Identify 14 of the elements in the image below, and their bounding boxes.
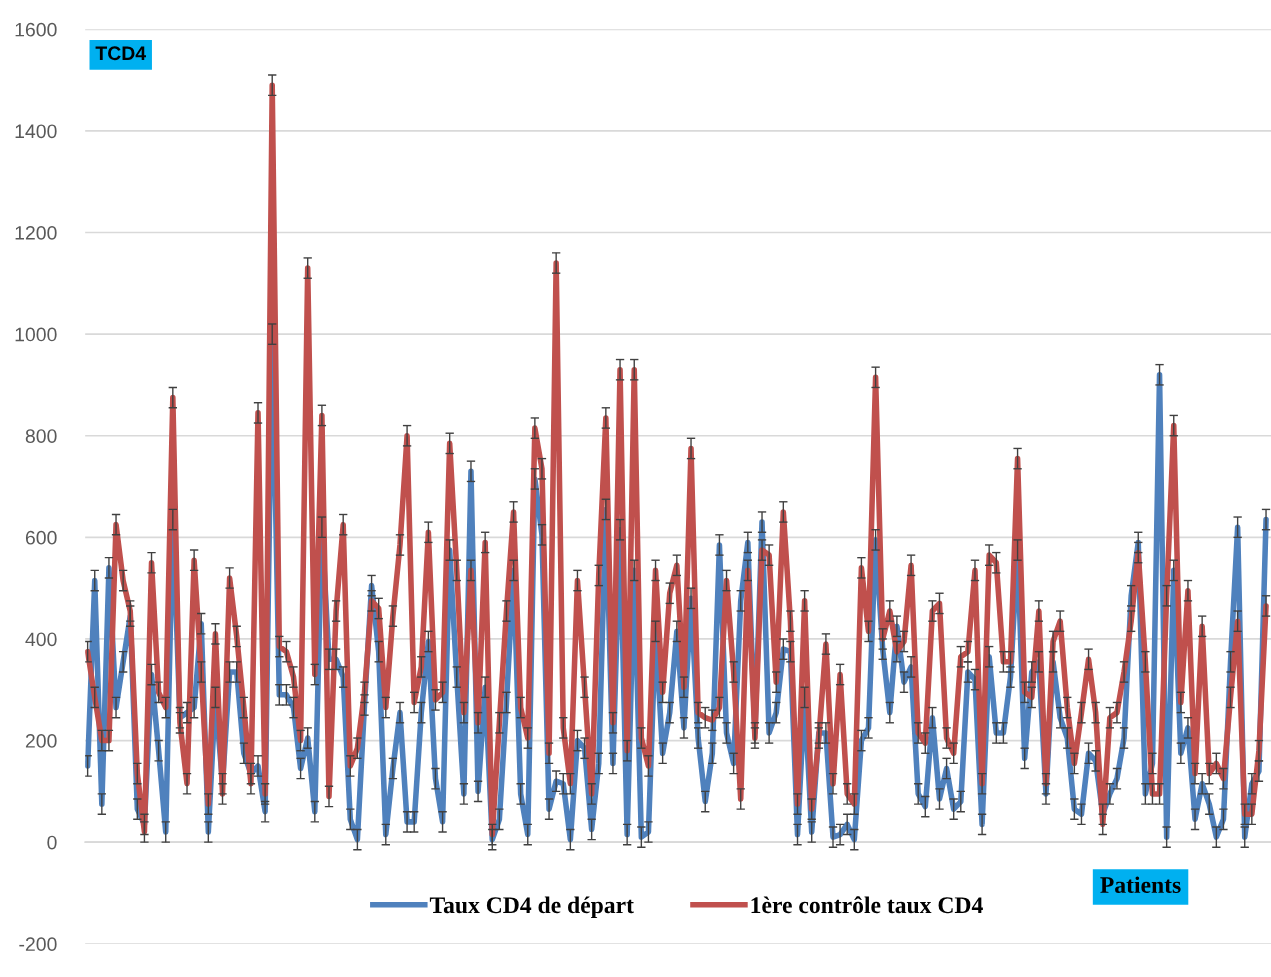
y-tick-label: 1200 <box>15 225 57 240</box>
y-tick-label: 600 <box>25 530 57 545</box>
legend-label: Taux CD4 de départ <box>429 896 634 918</box>
y-tick-label: 1000 <box>15 327 57 342</box>
y-axis-title: TCD4 <box>95 46 147 61</box>
y-tick-label: 200 <box>25 734 57 748</box>
y-tick-label: -200 <box>19 937 57 952</box>
y-tick-label: 400 <box>25 632 57 647</box>
legend-label: 1ère contrôle taux CD4 <box>751 896 983 914</box>
y-tick-label: 1600 <box>15 22 57 37</box>
y-tick-label: 1400 <box>15 124 57 139</box>
y-tick-label: 800 <box>25 429 57 443</box>
x-axis-title: Patients <box>1100 876 1181 893</box>
y-tick-label: 0 <box>47 835 57 850</box>
